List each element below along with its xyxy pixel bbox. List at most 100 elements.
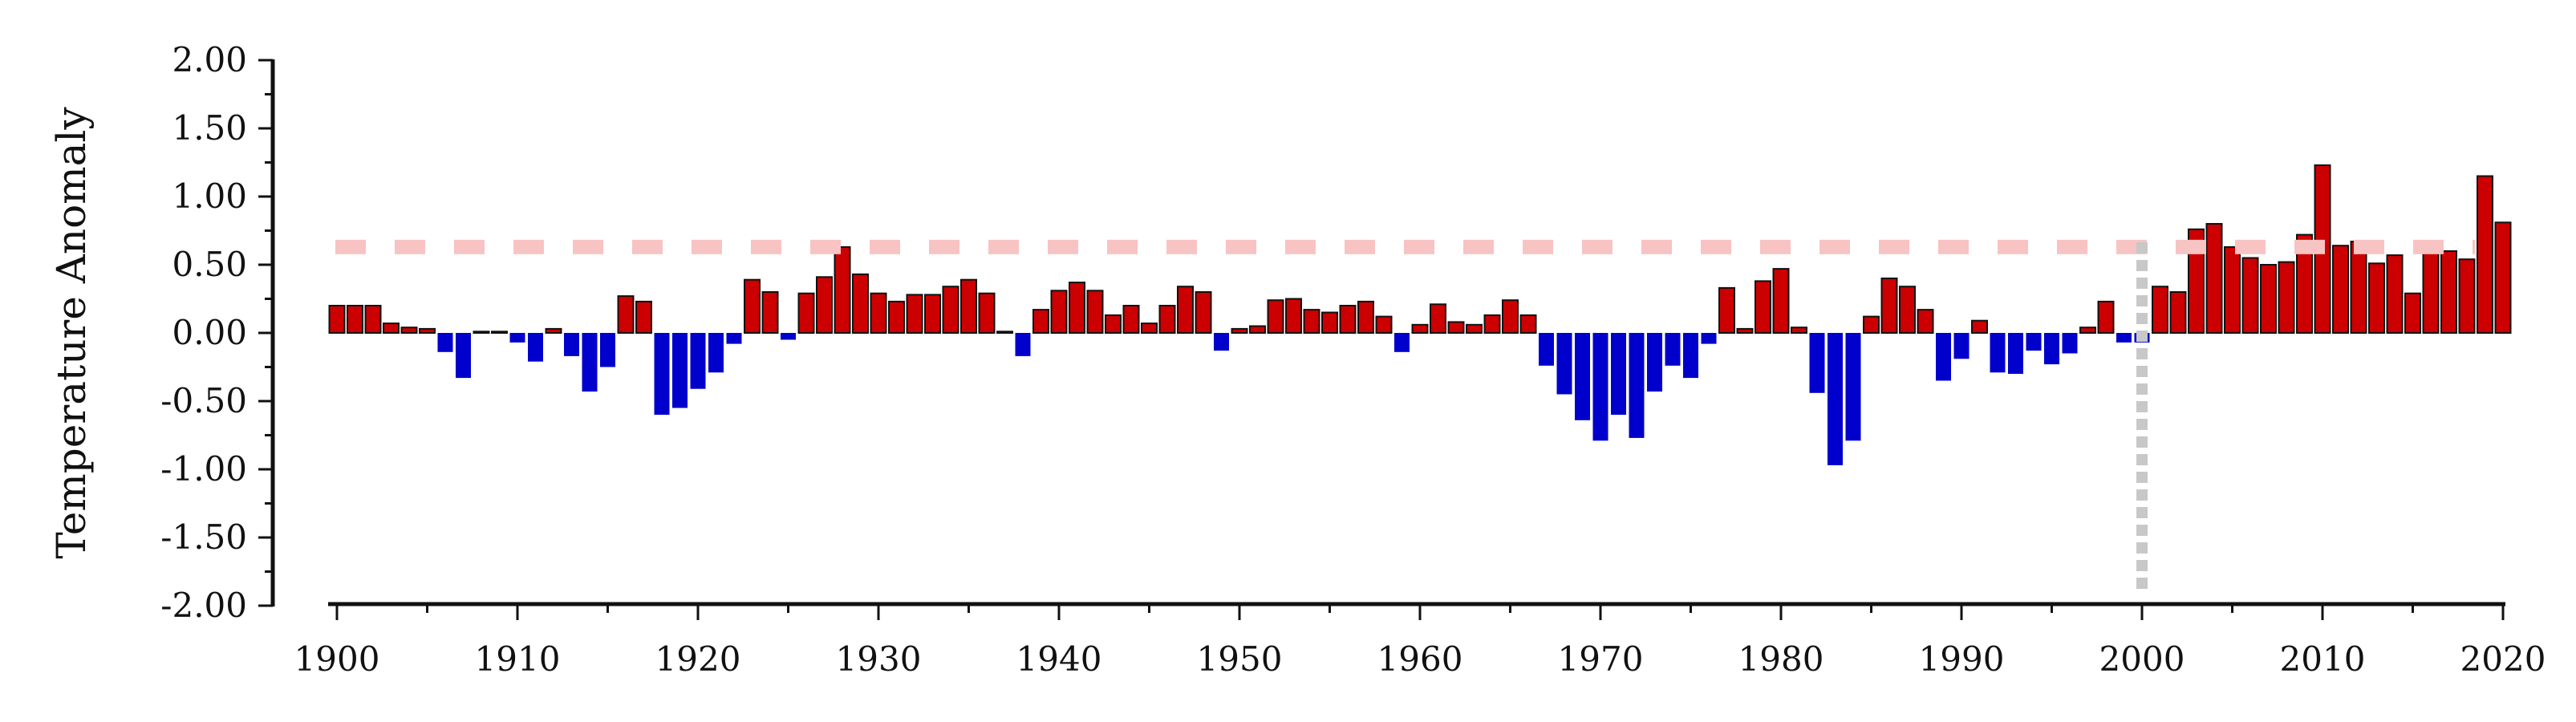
bar-2017 bbox=[2440, 250, 2457, 334]
bar-1962 bbox=[1447, 321, 1465, 334]
bar-1990 bbox=[1953, 333, 1970, 359]
y-tick-label: -2.00 bbox=[160, 586, 247, 625]
bar-1986 bbox=[1880, 278, 1898, 334]
x-tick-label: 2000 bbox=[2099, 639, 2185, 679]
bar-1948 bbox=[1195, 291, 1212, 334]
bar-1979 bbox=[1755, 280, 1771, 334]
bar-1956 bbox=[1339, 305, 1357, 334]
y-tick-label: -0.50 bbox=[160, 381, 247, 420]
bar-2014 bbox=[2386, 254, 2404, 335]
bar-1940 bbox=[1050, 290, 1068, 334]
bar-2008 bbox=[2278, 261, 2295, 335]
bar-1983 bbox=[1828, 333, 1843, 465]
y-tick-label: 1.00 bbox=[172, 176, 247, 216]
bar-1944 bbox=[1122, 305, 1140, 334]
bar-1973 bbox=[1647, 333, 1662, 392]
bar-1967 bbox=[1539, 333, 1554, 366]
bar-1981 bbox=[1791, 327, 1807, 335]
bar-1975 bbox=[1683, 333, 1698, 379]
bar-2002 bbox=[2169, 291, 2187, 334]
reference-lines bbox=[335, 239, 2475, 590]
bar-1999 bbox=[2116, 333, 2132, 343]
bar-1963 bbox=[1466, 323, 1483, 334]
bar-1916 bbox=[617, 295, 635, 335]
bar-series bbox=[328, 164, 2512, 465]
y-tick-label: 0.00 bbox=[172, 313, 247, 352]
bar-1997 bbox=[2079, 327, 2096, 335]
bar-1931 bbox=[888, 300, 905, 334]
bar-2007 bbox=[2260, 264, 2277, 334]
bar-1902 bbox=[364, 305, 382, 334]
bar-2018 bbox=[2458, 258, 2476, 335]
bar-1918 bbox=[654, 333, 670, 415]
bar-1947 bbox=[1177, 286, 1194, 335]
bar-1913 bbox=[564, 333, 579, 356]
bar-2019 bbox=[2477, 175, 2493, 334]
bar-1955 bbox=[1321, 311, 1338, 334]
bar-2011 bbox=[2332, 245, 2349, 335]
bar-1980 bbox=[1772, 268, 1790, 335]
bar-1996 bbox=[2062, 333, 2078, 354]
x-tick-label: 1960 bbox=[1377, 639, 1463, 679]
bar-1924 bbox=[761, 291, 779, 334]
bar-1904 bbox=[400, 327, 418, 335]
bar-1960 bbox=[1411, 323, 1429, 334]
bar-2013 bbox=[2368, 262, 2385, 334]
bar-1930 bbox=[870, 292, 887, 335]
bar-1906 bbox=[437, 333, 453, 352]
bar-1950 bbox=[1231, 327, 1248, 334]
bar-1908 bbox=[473, 331, 490, 334]
y-tick-label: 1.50 bbox=[172, 108, 247, 148]
axes: -2.00 -1.50 -1.00 -0.50 0.00 0.50 1.00 1.50 2.00… bbox=[160, 40, 2546, 679]
y-tick-label: -1.50 bbox=[160, 517, 247, 557]
bar-1993 bbox=[2008, 333, 2023, 374]
bar-2005 bbox=[2224, 245, 2241, 334]
bar-1971 bbox=[1611, 333, 1626, 415]
bar-1910 bbox=[509, 333, 525, 343]
bar-1945 bbox=[1141, 322, 1158, 335]
bar-1949 bbox=[1214, 333, 1229, 351]
bar-1942 bbox=[1086, 290, 1104, 334]
bar-1977 bbox=[1718, 286, 1735, 334]
y-tick-label: 2.00 bbox=[172, 40, 247, 79]
bar-1984 bbox=[1845, 333, 1861, 441]
bar-1970 bbox=[1592, 333, 1608, 441]
x-tick-label: 1930 bbox=[836, 639, 922, 679]
bar-1982 bbox=[1809, 333, 1825, 393]
bar-1952 bbox=[1267, 299, 1284, 335]
x-tick-label: 1970 bbox=[1558, 639, 1644, 679]
bar-1978 bbox=[1736, 327, 1754, 334]
bar-1992 bbox=[1990, 333, 2006, 373]
x-tick-label: 1940 bbox=[1016, 639, 1102, 679]
bar-2012 bbox=[2350, 241, 2367, 335]
bar-1953 bbox=[1285, 298, 1302, 334]
bar-1900 bbox=[328, 305, 346, 334]
bar-1943 bbox=[1105, 314, 1122, 334]
bar-1917 bbox=[635, 300, 652, 334]
bar-1951 bbox=[1249, 325, 1266, 334]
bar-1911 bbox=[528, 333, 543, 362]
bar-1921 bbox=[708, 333, 724, 373]
bar-1988 bbox=[1917, 309, 1934, 335]
bar-1907 bbox=[456, 333, 471, 379]
bar-1912 bbox=[545, 327, 562, 334]
bar-1959 bbox=[1394, 333, 1410, 352]
bar-1901 bbox=[347, 305, 363, 334]
bar-1964 bbox=[1483, 314, 1501, 334]
bar-1914 bbox=[582, 333, 598, 392]
bar-1927 bbox=[816, 276, 833, 334]
bar-1915 bbox=[600, 333, 615, 367]
bar-1995 bbox=[2044, 333, 2059, 365]
bar-1966 bbox=[1519, 314, 1537, 334]
bar-1925 bbox=[781, 333, 796, 340]
bar-1937 bbox=[996, 331, 1013, 334]
bar-1976 bbox=[1701, 333, 1717, 344]
bar-1936 bbox=[978, 292, 996, 335]
y-axis-title: Temperature Anomaly bbox=[48, 107, 95, 559]
bar-1934 bbox=[942, 286, 959, 335]
bar-1998 bbox=[2097, 300, 2115, 334]
bar-1926 bbox=[797, 292, 815, 335]
bar-1989 bbox=[1936, 333, 1951, 381]
